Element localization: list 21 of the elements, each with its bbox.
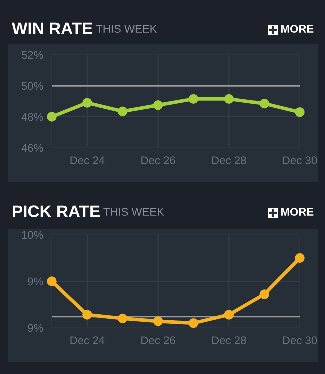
chart-subtitle: THIS WEEK	[104, 208, 164, 216]
x-tick-label: Dec 28	[212, 336, 246, 344]
y-tick-label: 46%	[22, 144, 44, 152]
y-tick-label: 52%	[22, 51, 44, 60]
chart-subtitle: THIS WEEK	[96, 25, 158, 33]
x-tick-label: Dec 26	[142, 156, 176, 164]
y-tick-label: 9%	[28, 324, 44, 332]
x-tick-label: Dec 28	[212, 156, 246, 164]
y-tick-label: 9%	[28, 278, 44, 286]
text: MORE	[282, 25, 314, 33]
y-tick-label: 50%	[22, 82, 44, 90]
chart-title: WIN RATE	[12, 22, 93, 34]
chart-title: PICK RATE	[13, 206, 100, 218]
x-tick-label: Dec 30	[283, 336, 318, 344]
x-tick-label: Dec 24	[70, 156, 105, 164]
x-tick-label: Dec 30	[283, 156, 318, 164]
x-tick-label: Dec 26	[142, 336, 176, 344]
y-tick-label: 48%	[22, 113, 44, 122]
y-tick-label: 10%	[22, 231, 44, 240]
x-tick-label: Dec 24	[70, 336, 105, 344]
text: MORE	[282, 208, 314, 216]
